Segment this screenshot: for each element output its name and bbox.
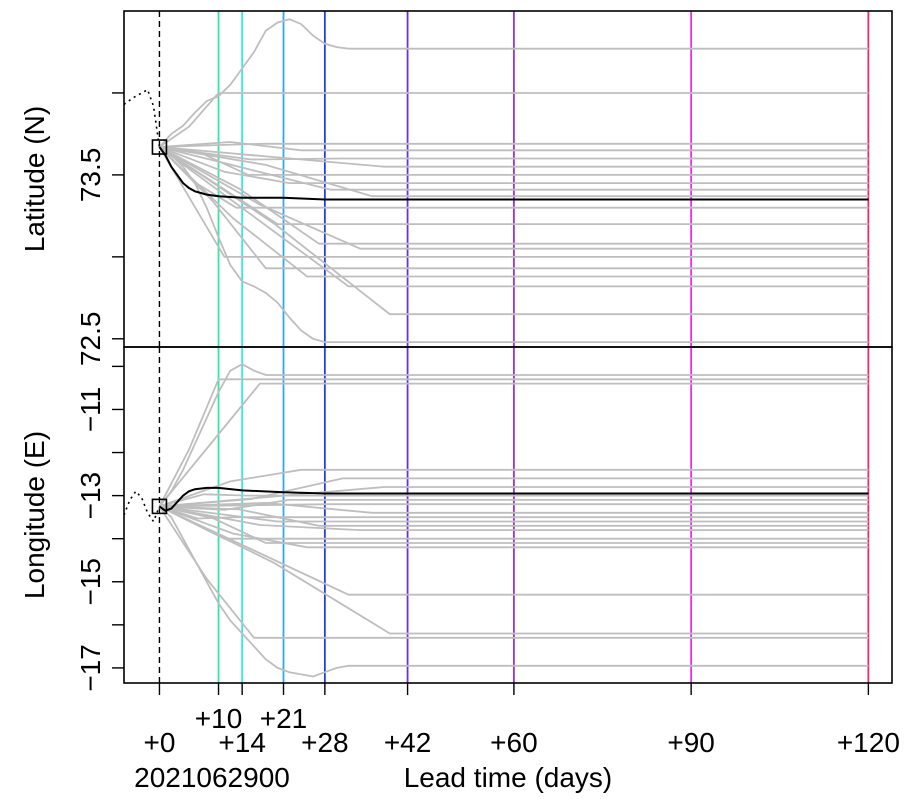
latitude-member-2-1 — [159, 142, 869, 148]
latitude-member-2-12 — [158, 146, 869, 250]
xtick-label-42: +42 — [384, 727, 432, 758]
longitude-ensemble-mean — [158, 486, 869, 512]
xtick-label-21: +21 — [260, 703, 308, 734]
latitude-member-2-16 — [158, 146, 869, 288]
init-time-label: 2021062900 — [134, 762, 290, 793]
latitude-frame — [123, 10, 893, 348]
xtick-label-10: +10 — [195, 703, 243, 734]
longitude-member-2-17 — [159, 505, 869, 635]
longitude-member-2-11 — [159, 505, 869, 527]
longitude-ytick-label: −13 — [75, 472, 106, 519]
latitude-ensemble-mean — [158, 146, 869, 201]
latitude-ytick-label: 72.5 — [75, 312, 106, 367]
longitude-member-2-18 — [158, 505, 869, 639]
latitude-member-2-17 — [158, 146, 869, 316]
latitude-member-2-8 — [159, 146, 869, 198]
longitude-member-2-15 — [159, 505, 869, 549]
xtick-label-14: +14 — [218, 727, 266, 758]
longitude-member-2-5 — [159, 493, 869, 508]
longitude-member-2-0 — [158, 378, 869, 507]
longitude-member-2-2 — [159, 468, 869, 508]
longitude-member-2-16 — [159, 505, 869, 596]
xtick-label-0: +0 — [143, 727, 175, 758]
longitude-ytick-label: −11 — [75, 387, 106, 432]
longitude-plot-area — [124, 347, 870, 683]
latitude-axis-label: Latitude (N) — [19, 106, 50, 252]
latitude-member-2-2 — [159, 141, 869, 152]
longitude-initial-point — [151, 498, 168, 515]
longitude-ytick-label: −17 — [75, 644, 106, 692]
longitude-axis-label: Longitude (E) — [19, 431, 50, 599]
latitude-plot-area — [124, 11, 870, 347]
lead-time-axis: +0 +10+14+21+28 +42 +60 +90 +120 — [143, 683, 900, 758]
longitude-member-2-12 — [159, 505, 869, 531]
chart-panels: 72.5 73.5 Latitude (N) −17 −15 −13 −11 Longitud… — [19, 10, 893, 692]
latitude-member-0 — [158, 18, 869, 148]
longitude-member-2-1 — [158, 382, 869, 507]
xtick-label-28: +28 — [301, 727, 349, 758]
latitude-member-2-4 — [159, 146, 869, 168]
panel-longitude: −17 −15 −13 −11 Longitude (E) — [19, 346, 893, 692]
longitude-member-2-4 — [159, 486, 869, 508]
xtick-label-60: +60 — [490, 727, 538, 758]
latitude-ytick-label: 73.5 — [75, 148, 106, 203]
longitude-frame — [123, 346, 893, 684]
latitude-history-track — [124, 88, 161, 148]
latitude-member-2-6 — [159, 146, 869, 185]
xtick-label-90: +90 — [667, 727, 715, 758]
xtick-label-120: +120 — [837, 727, 900, 758]
latitude-member-2-0 — [158, 92, 869, 148]
longitude-member-2-10 — [159, 505, 869, 523]
latitude-member-2-15 — [158, 146, 869, 278]
panel-latitude: 72.5 73.5 Latitude (N) — [19, 10, 893, 367]
latitude-member-2-14 — [158, 146, 869, 270]
longitude-member-2-14 — [159, 505, 869, 544]
latitude-initial-point — [151, 139, 168, 155]
longitude-history-track — [124, 490, 161, 524]
longitude-ytick-label: −15 — [75, 558, 106, 606]
x-axis-label: Lead time (days) — [404, 762, 613, 793]
latitude-member-2-7 — [159, 146, 869, 191]
longitude-member-2-8 — [159, 501, 869, 514]
longitude-member-0 — [158, 363, 869, 507]
latitude-member-2-11 — [158, 146, 869, 245]
